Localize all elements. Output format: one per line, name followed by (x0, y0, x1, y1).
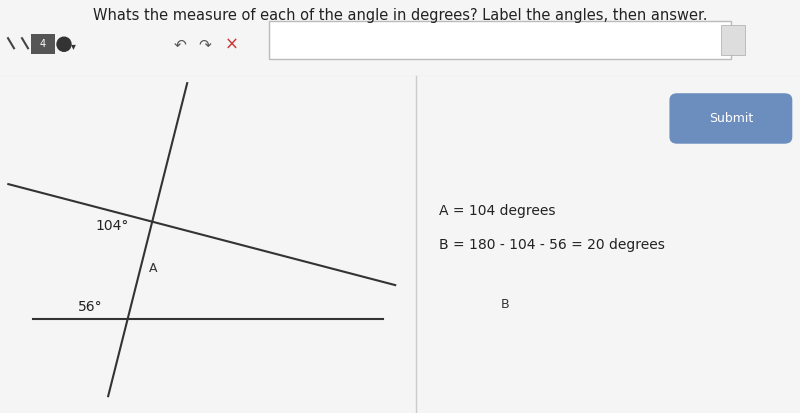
Text: A: A (149, 261, 158, 275)
Text: 4: 4 (40, 39, 46, 49)
FancyBboxPatch shape (31, 34, 55, 54)
FancyBboxPatch shape (670, 93, 792, 144)
Circle shape (57, 37, 71, 51)
Text: 56°: 56° (78, 300, 102, 314)
Text: B: B (501, 298, 510, 311)
Text: A = 104 degrees: A = 104 degrees (439, 204, 555, 218)
Text: B = 180 - 104 - 56 = 20 degrees: B = 180 - 104 - 56 = 20 degrees (439, 238, 665, 252)
Text: ↷: ↷ (198, 37, 211, 52)
Text: Whats the measure of each of the angle in degrees? Label the angles, then answer: Whats the measure of each of the angle i… (93, 8, 707, 23)
FancyBboxPatch shape (721, 25, 745, 55)
Text: Submit: Submit (709, 112, 753, 125)
Text: ▾: ▾ (70, 41, 75, 51)
Text: 104°: 104° (96, 219, 129, 233)
Text: ↶: ↶ (174, 37, 186, 52)
Polygon shape (502, 312, 524, 325)
FancyBboxPatch shape (269, 21, 731, 59)
Text: ×: × (225, 35, 239, 53)
